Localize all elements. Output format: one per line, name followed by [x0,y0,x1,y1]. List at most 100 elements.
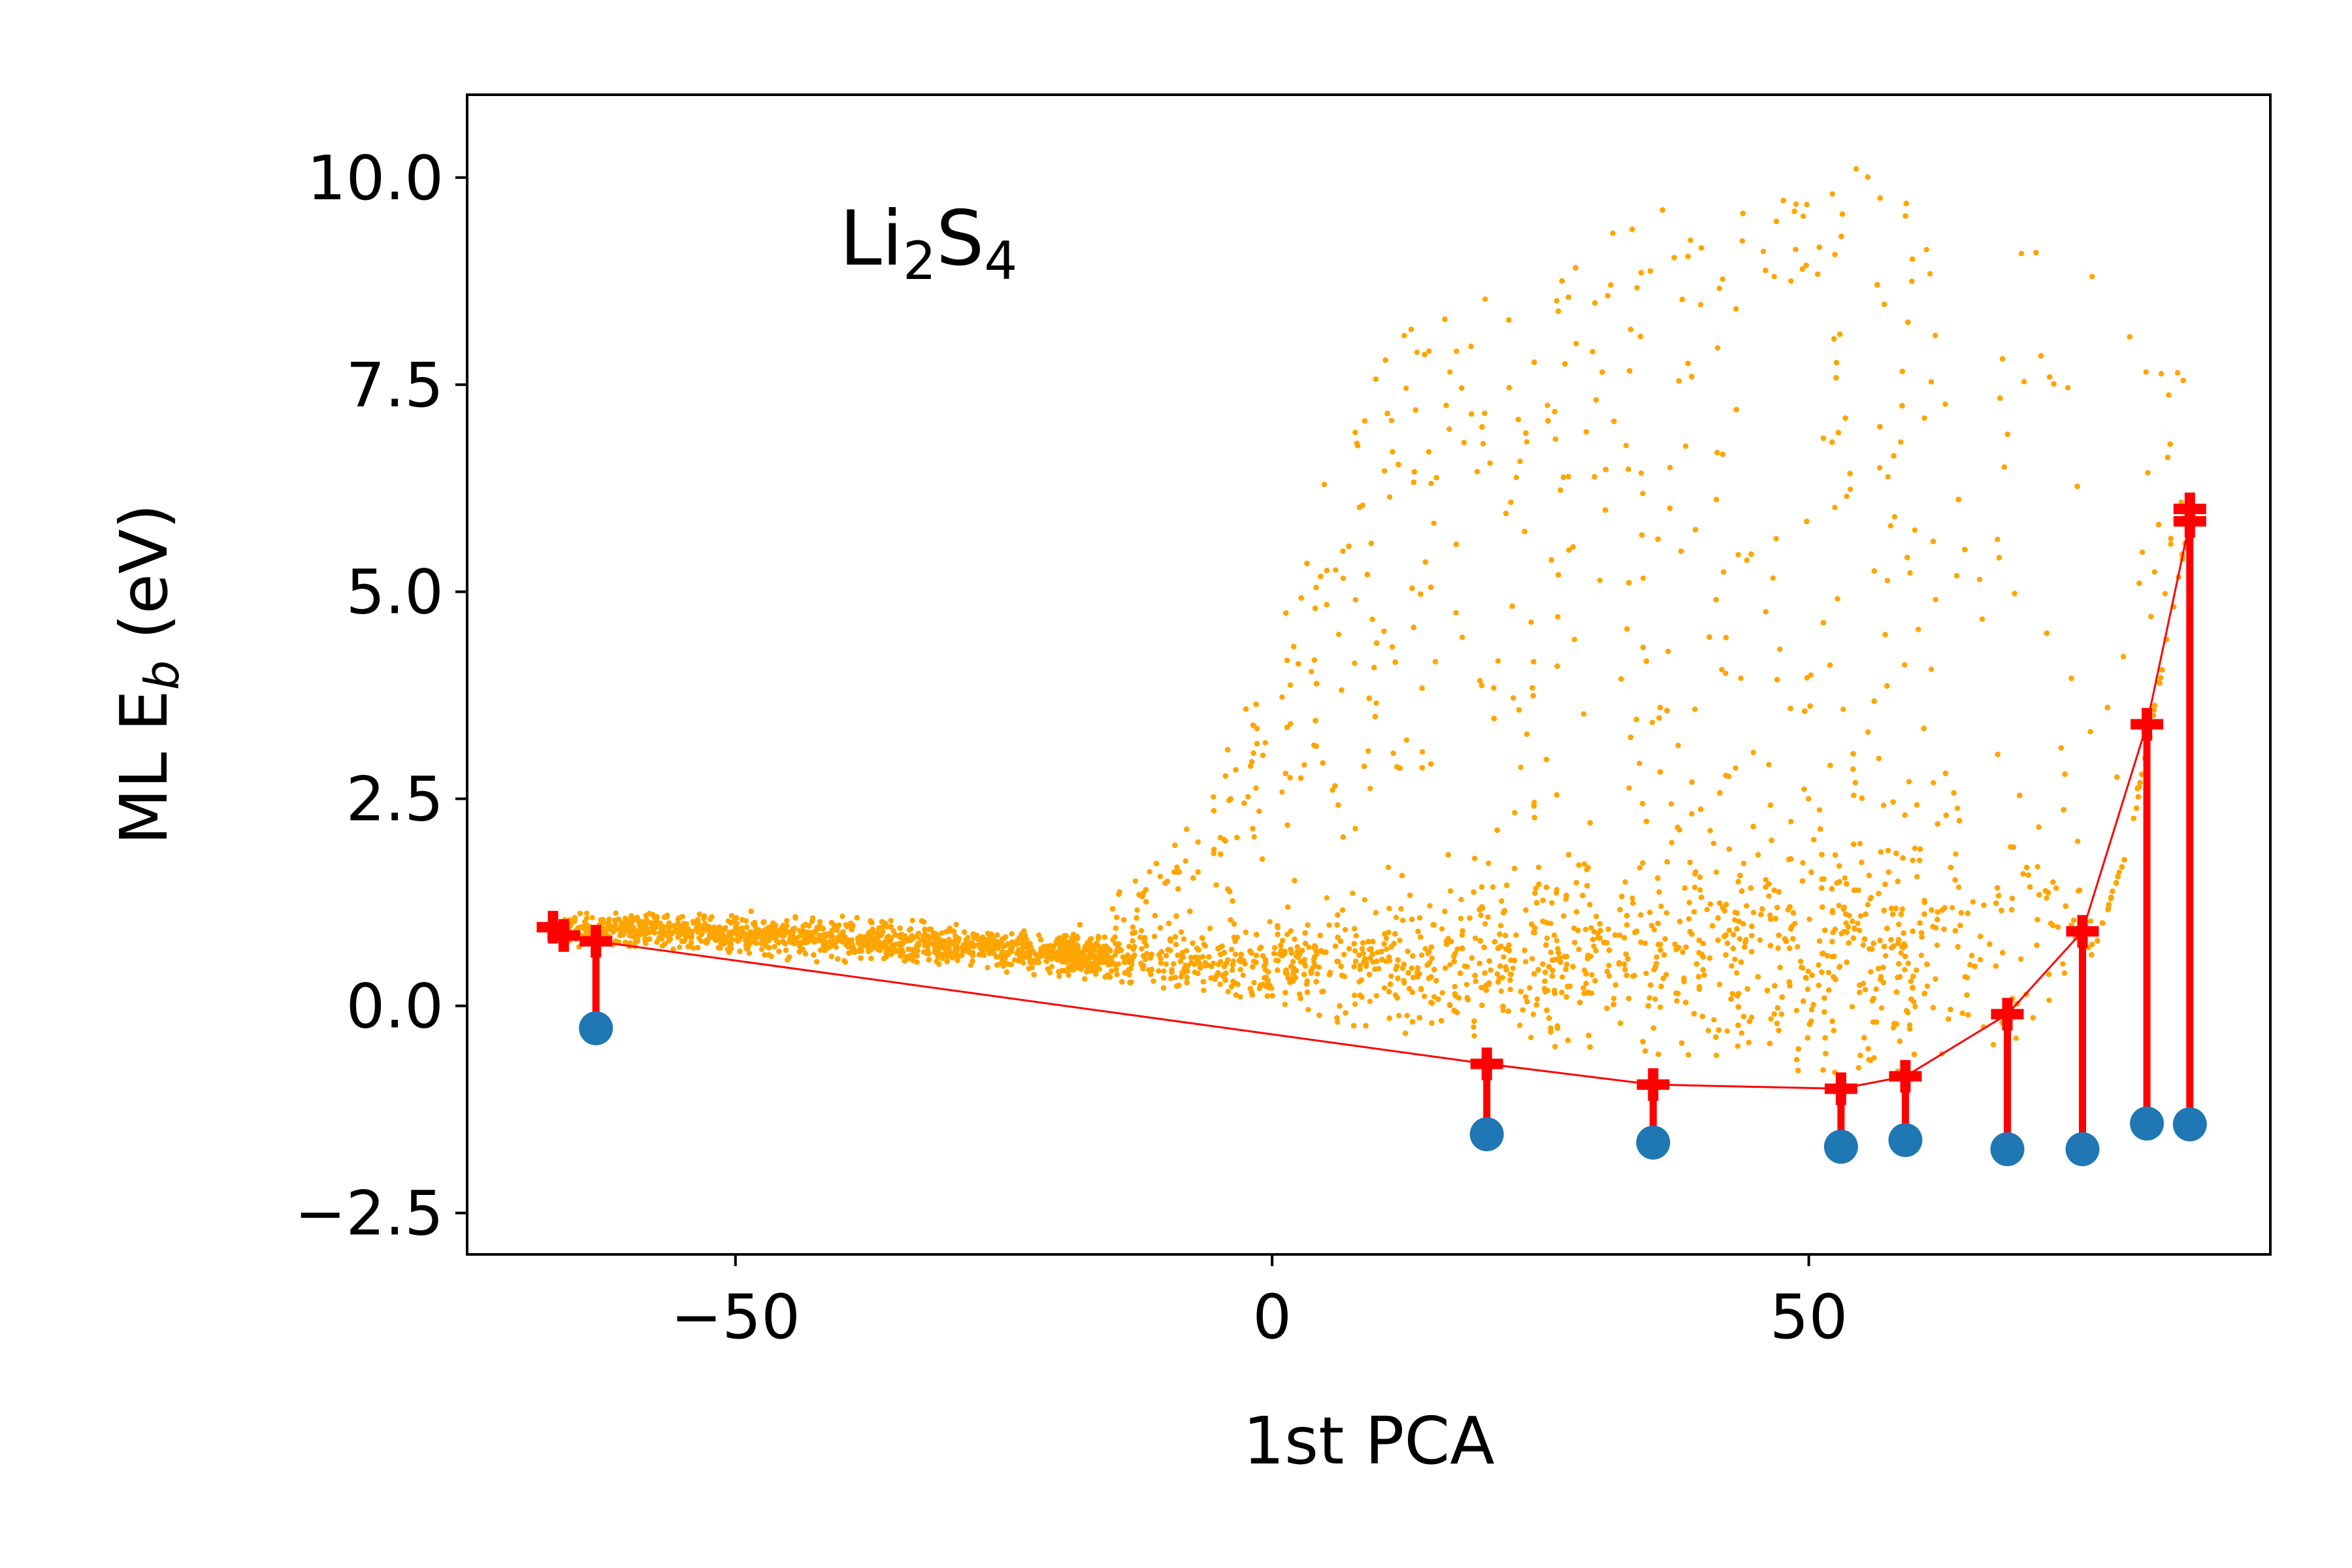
scatter-point [1640,575,1646,581]
scatter-point [1482,921,1488,927]
scatter-point [1844,493,1850,499]
scatter-point [1161,968,1167,974]
scatter-point [1305,1007,1311,1013]
scatter-point [1454,946,1460,952]
scatter-point [1431,994,1437,1000]
scatter-point [1399,917,1406,923]
scatter-point [1367,998,1373,1005]
scatter-point [1549,900,1555,906]
scatter-point [1305,922,1311,928]
scatter-point [1865,902,1871,908]
scatter-point [1115,961,1122,967]
scatter-point [1352,429,1358,436]
scatter-point [2009,895,2016,902]
scatter-point [1389,644,1396,650]
scatter-point [1692,706,1698,712]
scatter-point [1463,981,1470,988]
scatter-point [1491,685,1497,691]
scatter-point [1339,907,1346,913]
scatter-point [1555,613,1561,620]
scatter-point [1865,729,1871,735]
scatter-point [1390,449,1396,455]
scatter-point [1335,631,1342,638]
scatter-point [939,930,945,936]
scatter-point [1976,576,1983,583]
scatter-point [2021,379,2027,385]
scatter-point [1675,742,1681,749]
scatter-point [1498,988,1504,994]
scatter-point [1930,924,1936,930]
scatter-point [1428,480,1434,487]
scatter-point [1178,929,1184,935]
scatter-point [1365,748,1371,754]
scatter-point [1589,972,1595,978]
scatter-point [1211,794,1217,800]
scatter-point [1446,426,1452,433]
scatter-point [1524,439,1530,445]
scatter-point [1326,922,1332,928]
scatter-point [2074,838,2081,844]
scatter-point [1716,286,1722,291]
scatter-point [1896,921,1902,928]
scatter-point [1606,962,1612,968]
scatter-point [746,950,753,956]
scatter-point [1907,570,1913,576]
scatter-point [1453,610,1459,616]
scatter-point [1403,385,1409,391]
scatter-point [1837,964,1842,970]
scatter-point [1701,972,1707,978]
scatter-point [1788,278,1794,284]
scatter-point [1009,931,1015,937]
scatter-point [1447,369,1453,375]
scatter-point [1934,942,1940,949]
scatter-point [1251,979,1257,986]
scatter-point [1350,890,1356,896]
scatter-point [1744,903,1750,909]
scatter-point [1914,967,1919,973]
scatter-point [2168,541,2174,547]
scatter-point [1605,926,1611,932]
scatter-point [577,910,583,917]
scatter-point [1056,973,1062,979]
scatter-point [1114,972,1120,977]
scatter-point [1213,882,1219,888]
scatter-point [1163,961,1169,967]
scatter-point [1978,956,1984,963]
scatter-point [1324,895,1330,901]
scatter-point [1529,956,1535,962]
scatter-point [1732,956,1738,962]
scatter-point [2087,918,2094,924]
scatter-point [1431,520,1437,527]
scatter-point [1955,884,1962,890]
scatter-point [1840,706,1846,712]
scatter-point [1271,951,1277,956]
scatter-point [1513,474,1520,480]
scatter-point [1649,719,1656,725]
scatter-point [1667,505,1673,512]
scatter-point [1134,907,1140,913]
scatter-point [1887,523,1893,529]
scatter-point [1544,935,1550,941]
scatter-point [1759,906,1765,912]
scatter-point [1530,1011,1537,1017]
scatter-point [1852,925,1857,931]
scatter-point [1857,841,1863,847]
scatter-point [1884,578,1891,583]
scatter-point [1855,921,1861,926]
scatter-point [1771,274,1777,280]
scatter-point [1447,888,1454,894]
scatter-point [1634,285,1640,291]
scatter-point [1352,825,1358,832]
scatter-point [1174,864,1180,870]
scatter-point [1647,909,1653,915]
scatter-point [622,915,629,921]
scatter-point [1898,950,1904,956]
scatter-point [1580,711,1587,717]
scatter-point [644,917,649,923]
scatter-point [1667,465,1673,470]
scatter-point [1506,942,1512,948]
scatter-point [1288,928,1294,934]
scatter-point [1402,1030,1409,1036]
scatter-point [1798,964,1805,970]
scatter-point [1192,969,1198,975]
